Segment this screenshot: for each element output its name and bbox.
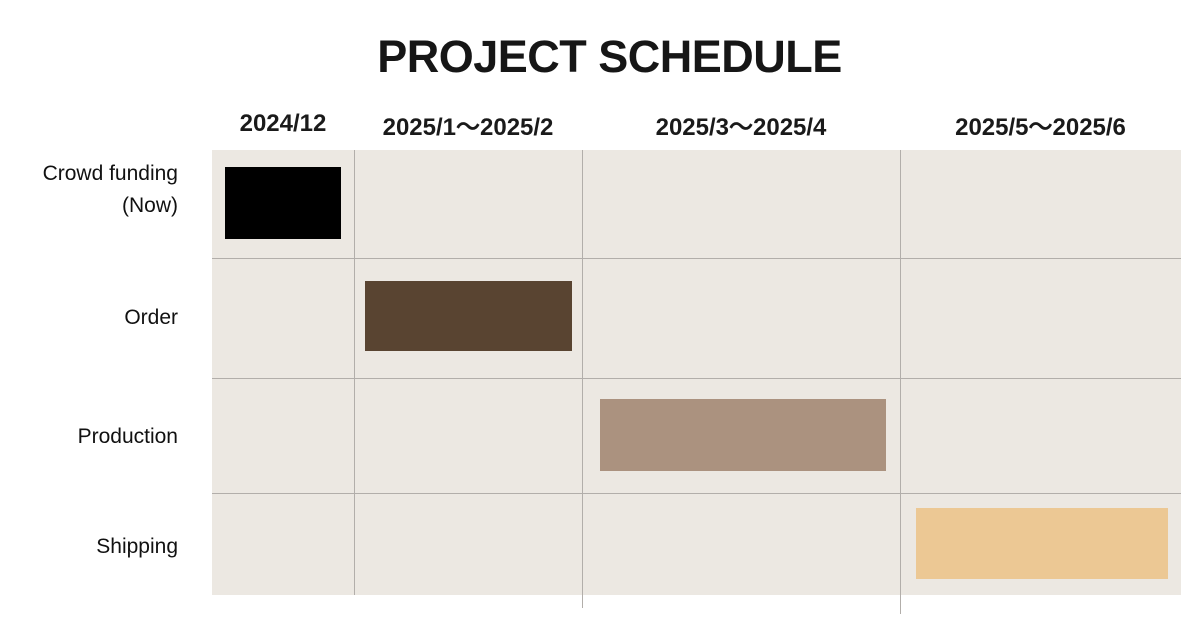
column-header-2025-5-6: 2025/5〜2025/6 (955, 113, 1126, 141)
gantt-bar-order (365, 281, 572, 351)
column-header-2024-12: 2024/12 (239, 110, 327, 137)
row-label-production: Production (77, 425, 178, 448)
grid-vline-col1 (354, 150, 355, 595)
grid-hline-row3 (212, 493, 1181, 494)
gantt-bar-production (600, 399, 886, 471)
page-title: PROJECT SCHEDULE (377, 31, 842, 82)
row-label-shipping: Shipping (96, 535, 178, 558)
grid-vline-col2 (582, 150, 583, 608)
gantt-bar-shipping (916, 508, 1168, 579)
row-label-order: Order (124, 306, 178, 329)
row-label-crowd-funding-line1: Crowd funding (42, 162, 178, 185)
row-label-crowd-funding: Crowd funding (Now) (0, 158, 178, 222)
grid-hline-row1 (212, 258, 1181, 259)
row-label-crowd-funding-line2: (Now) (122, 194, 178, 217)
column-headers: 2024/12 2025/1〜2025/2 2025/3〜2025/4 2025… (212, 102, 1181, 146)
grid-vline-col3 (900, 150, 901, 614)
schedule-grid (212, 150, 1181, 614)
grid-hline-row2 (212, 378, 1181, 379)
gantt-bar-crowd-funding (225, 167, 341, 239)
column-header-2025-1-2: 2025/1〜2025/2 (382, 113, 554, 141)
column-header-2025-3-4: 2025/3〜2025/4 (655, 113, 827, 141)
